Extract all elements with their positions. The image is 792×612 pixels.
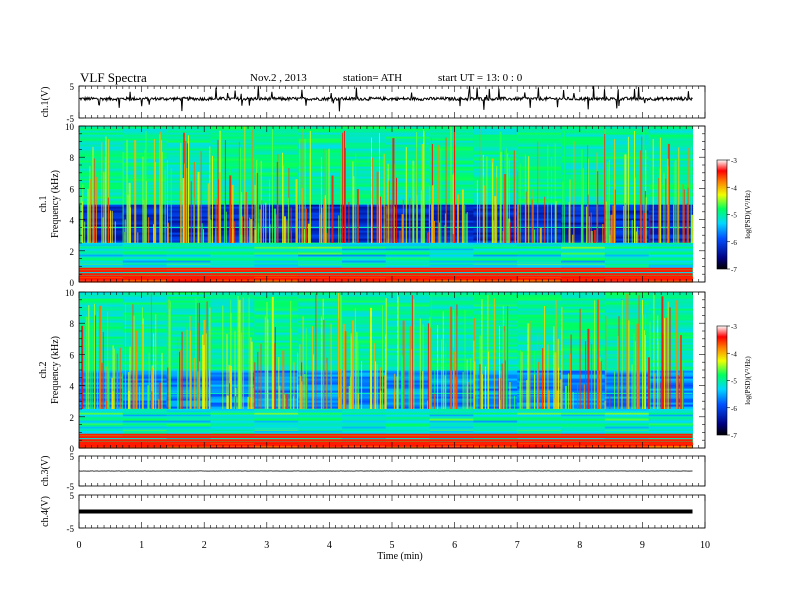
ch1-spectrogram-colorbar-tick-label: -6 bbox=[731, 239, 737, 247]
ch1-spectrogram-ytick-label: 8 bbox=[70, 153, 75, 163]
ch2-spectrogram-colorbar-tick-label: -4 bbox=[731, 350, 737, 358]
ch1-spectrogram-ytick-label: 6 bbox=[70, 184, 75, 194]
x-tick-label: 9 bbox=[640, 540, 645, 551]
ch1-spectrogram-colorbar-label: log(PSD)(V²/Hz) bbox=[744, 190, 752, 239]
ch2-spectrogram-ytick-label: 4 bbox=[70, 382, 75, 392]
x-tick-label: 0 bbox=[77, 540, 82, 551]
x-axis-label: Time (min) bbox=[377, 551, 422, 562]
x-tick-label: 4 bbox=[327, 540, 332, 551]
ch1-spectrogram-colorbar bbox=[716, 159, 728, 270]
figure-title: VLF Spectra bbox=[80, 70, 147, 85]
ch1-spectrogram-colorbar-tick-label: -7 bbox=[731, 266, 737, 274]
x-tick-label: 7 bbox=[515, 540, 520, 551]
ch3-waveform-ylabel: ch.3(V) bbox=[40, 456, 51, 487]
ch2-spectrogram-ytick-label: 8 bbox=[70, 319, 75, 329]
start-time-label: start UT = 13: 0 : 0 bbox=[438, 72, 523, 84]
x-tick-label: 5 bbox=[390, 540, 395, 551]
ch1-spectrogram-colorbar-tick-label: -4 bbox=[731, 184, 737, 192]
ch2-spectrogram-ytick-label: 0 bbox=[70, 444, 75, 454]
ch2-spectrogram-ytick-label: 10 bbox=[65, 288, 75, 298]
ch2-spectrogram-colorbar-tick-label: -6 bbox=[731, 405, 737, 413]
ch4-waveform-ylabel: ch.4(V) bbox=[40, 496, 51, 527]
ch1-spectrogram-ytick-label: 2 bbox=[70, 247, 75, 257]
x-tick-label: 10 bbox=[700, 540, 710, 551]
ch2-spectrogram-ytick-label: 2 bbox=[70, 413, 75, 423]
ch1-spectrogram-image bbox=[79, 126, 694, 283]
ch1-waveform-ytick-label: 5 bbox=[70, 82, 75, 92]
ch2-spectrogram-ylabel: Frequency (kHz) bbox=[50, 336, 61, 404]
ch1-spectrogram-ytick-label: 4 bbox=[70, 216, 75, 226]
x-tick-label: 8 bbox=[577, 540, 582, 551]
x-tick-label: 3 bbox=[264, 540, 269, 551]
ch2-spectrogram-colorbar-tick-label: -5 bbox=[731, 378, 737, 386]
ch4-waveform-x-ticks bbox=[78, 495, 706, 528]
ch2-spectrogram-ylabel-channel: ch.2 bbox=[38, 362, 49, 379]
date-label: Nov.2 , 2013 bbox=[250, 72, 307, 84]
x-tick-label: 2 bbox=[202, 540, 207, 551]
ch3-waveform-ytick-label: 5 bbox=[70, 452, 75, 462]
ch2-spectrogram-ytick-label: 6 bbox=[70, 350, 75, 360]
ch1-spectrogram-colorbar-tick-label: -5 bbox=[731, 212, 737, 220]
ch1-waveform-trace bbox=[78, 85, 693, 112]
ch2-spectrogram-image bbox=[79, 292, 694, 449]
ch1-spectrogram-ytick-label: 10 bbox=[65, 122, 75, 132]
ch1-waveform-x-ticks bbox=[78, 86, 706, 118]
ch4-waveform-ytick-label: 5 bbox=[70, 491, 75, 501]
ch2-spectrogram-x-ticks bbox=[78, 292, 706, 448]
ch2-spectrogram-colorbar-label: log(PSD)(V²/Hz) bbox=[744, 356, 752, 405]
ch4-waveform-ytick-label: -5 bbox=[67, 524, 75, 534]
ch1-spectrogram-ylabel: Frequency (kHz) bbox=[50, 170, 61, 238]
ch1-spectrogram-ytick-label: 0 bbox=[70, 278, 75, 288]
ch1-waveform-ylabel: ch.1(V) bbox=[40, 87, 51, 118]
station-label: station= ATH bbox=[343, 72, 403, 84]
x-tick-label: 1 bbox=[139, 540, 144, 551]
ch1-waveform-ytick-label: -5 bbox=[67, 114, 75, 124]
ch1-spectrogram-x-ticks bbox=[78, 126, 706, 282]
x-tick-label: 6 bbox=[452, 540, 457, 551]
ch1-spectrogram-colorbar-tick-label: -3 bbox=[731, 157, 737, 165]
ch2-spectrogram-colorbar-tick-label: -7 bbox=[731, 432, 737, 440]
ch3-waveform-x-ticks bbox=[78, 456, 706, 486]
ch2-spectrogram-colorbar bbox=[716, 325, 728, 436]
ch2-spectrogram-colorbar-tick-label: -3 bbox=[731, 323, 737, 331]
ch1-spectrogram-ylabel-channel: ch.1 bbox=[38, 196, 49, 213]
ch3-waveform-ytick-label: -5 bbox=[67, 482, 75, 492]
